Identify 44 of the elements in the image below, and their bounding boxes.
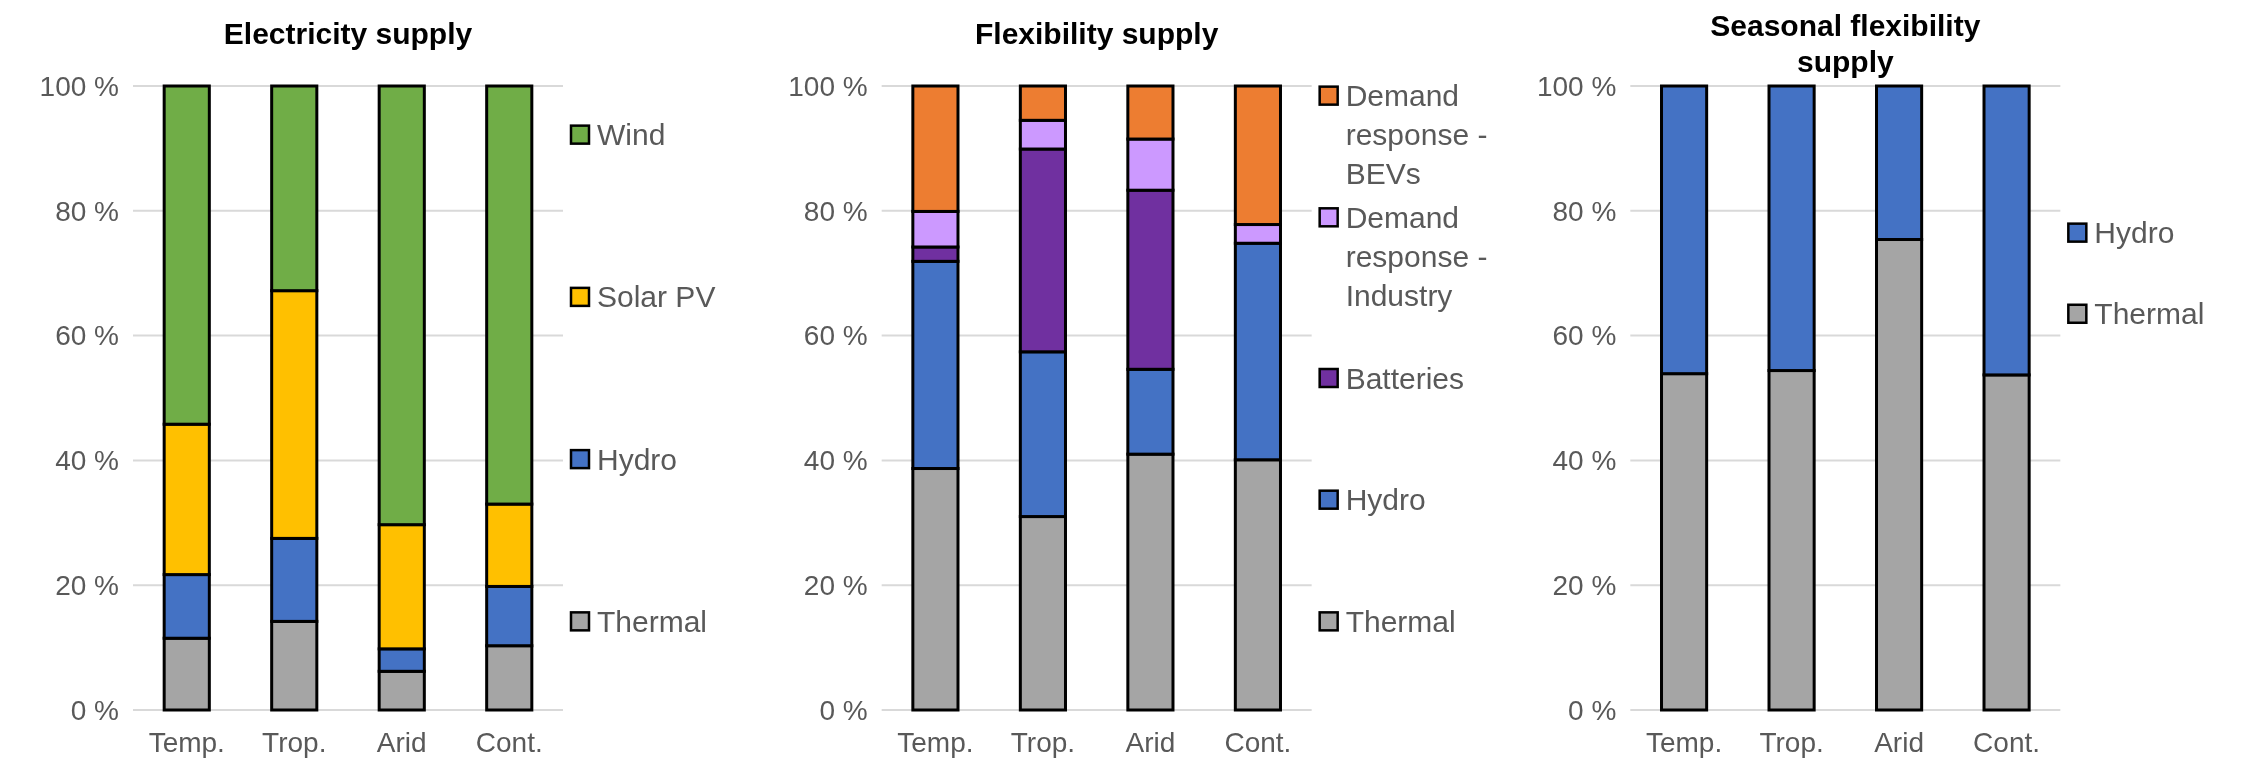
y-tick-label: 60 % [803, 320, 868, 352]
x-tick-label: Temp. [1645, 727, 1723, 758]
legend-label: Thermal [2094, 297, 2205, 331]
y-tick-label: 20 % [55, 570, 119, 601]
y-tick-label: 0 % [819, 694, 868, 726]
legend-label: Thermal [1345, 604, 1456, 638]
legend-label: Hydro [597, 442, 678, 476]
y-tick-label: 100 % [788, 70, 868, 102]
x-tick-label: Cont. [1224, 727, 1292, 758]
legend-label: Hydro [2094, 216, 2175, 250]
y-tick-label: 0 % [1568, 694, 1617, 726]
y-tick-label: 40 % [55, 445, 119, 477]
chart-title: Seasonal flexibility supply [1710, 9, 1981, 78]
x-tick-label: Arid [1874, 727, 1924, 758]
x-tick-label: Arid [1125, 727, 1176, 758]
x-tick-label: Temp. [148, 727, 225, 758]
x-tick-label: Trop. [262, 727, 327, 758]
y-tick-label: 100 % [1536, 70, 1617, 102]
y-tick-label: 0 % [70, 694, 119, 726]
legend-label: Batteries [1345, 361, 1465, 395]
x-tick-label: Temp. [897, 727, 974, 758]
y-tick-label: 80 % [55, 195, 119, 227]
x-tick-label: Cont. [1973, 727, 2041, 758]
y-tick-label: 100 % [39, 70, 119, 102]
chart-title: Flexibility supply [974, 17, 1219, 50]
legend-label: Thermal [597, 604, 708, 638]
y-tick-label: 20 % [1552, 570, 1617, 601]
legend-label: Hydro [1345, 483, 1426, 517]
legend-label: Solar PV [597, 280, 716, 314]
legend-label: Demand response - BEVs [1345, 79, 1488, 191]
y-tick-label: 60 % [55, 320, 119, 352]
legend-label: Wind [597, 118, 666, 152]
y-tick-label: 40 % [803, 445, 868, 477]
x-tick-label: Trop. [1010, 727, 1076, 758]
y-tick-label: 40 % [1552, 445, 1617, 477]
chart-title: Electricity supply [223, 17, 473, 50]
x-tick-label: Cont. [475, 727, 543, 758]
y-tick-label: 80 % [803, 195, 868, 227]
y-tick-label: 60 % [1552, 320, 1617, 352]
x-tick-label: Arid [376, 727, 427, 758]
x-tick-label: Trop. [1759, 727, 1824, 758]
y-tick-label: 80 % [1552, 195, 1617, 227]
legend-label: Demand response - Industry [1345, 200, 1488, 312]
y-tick-label: 20 % [803, 570, 868, 601]
